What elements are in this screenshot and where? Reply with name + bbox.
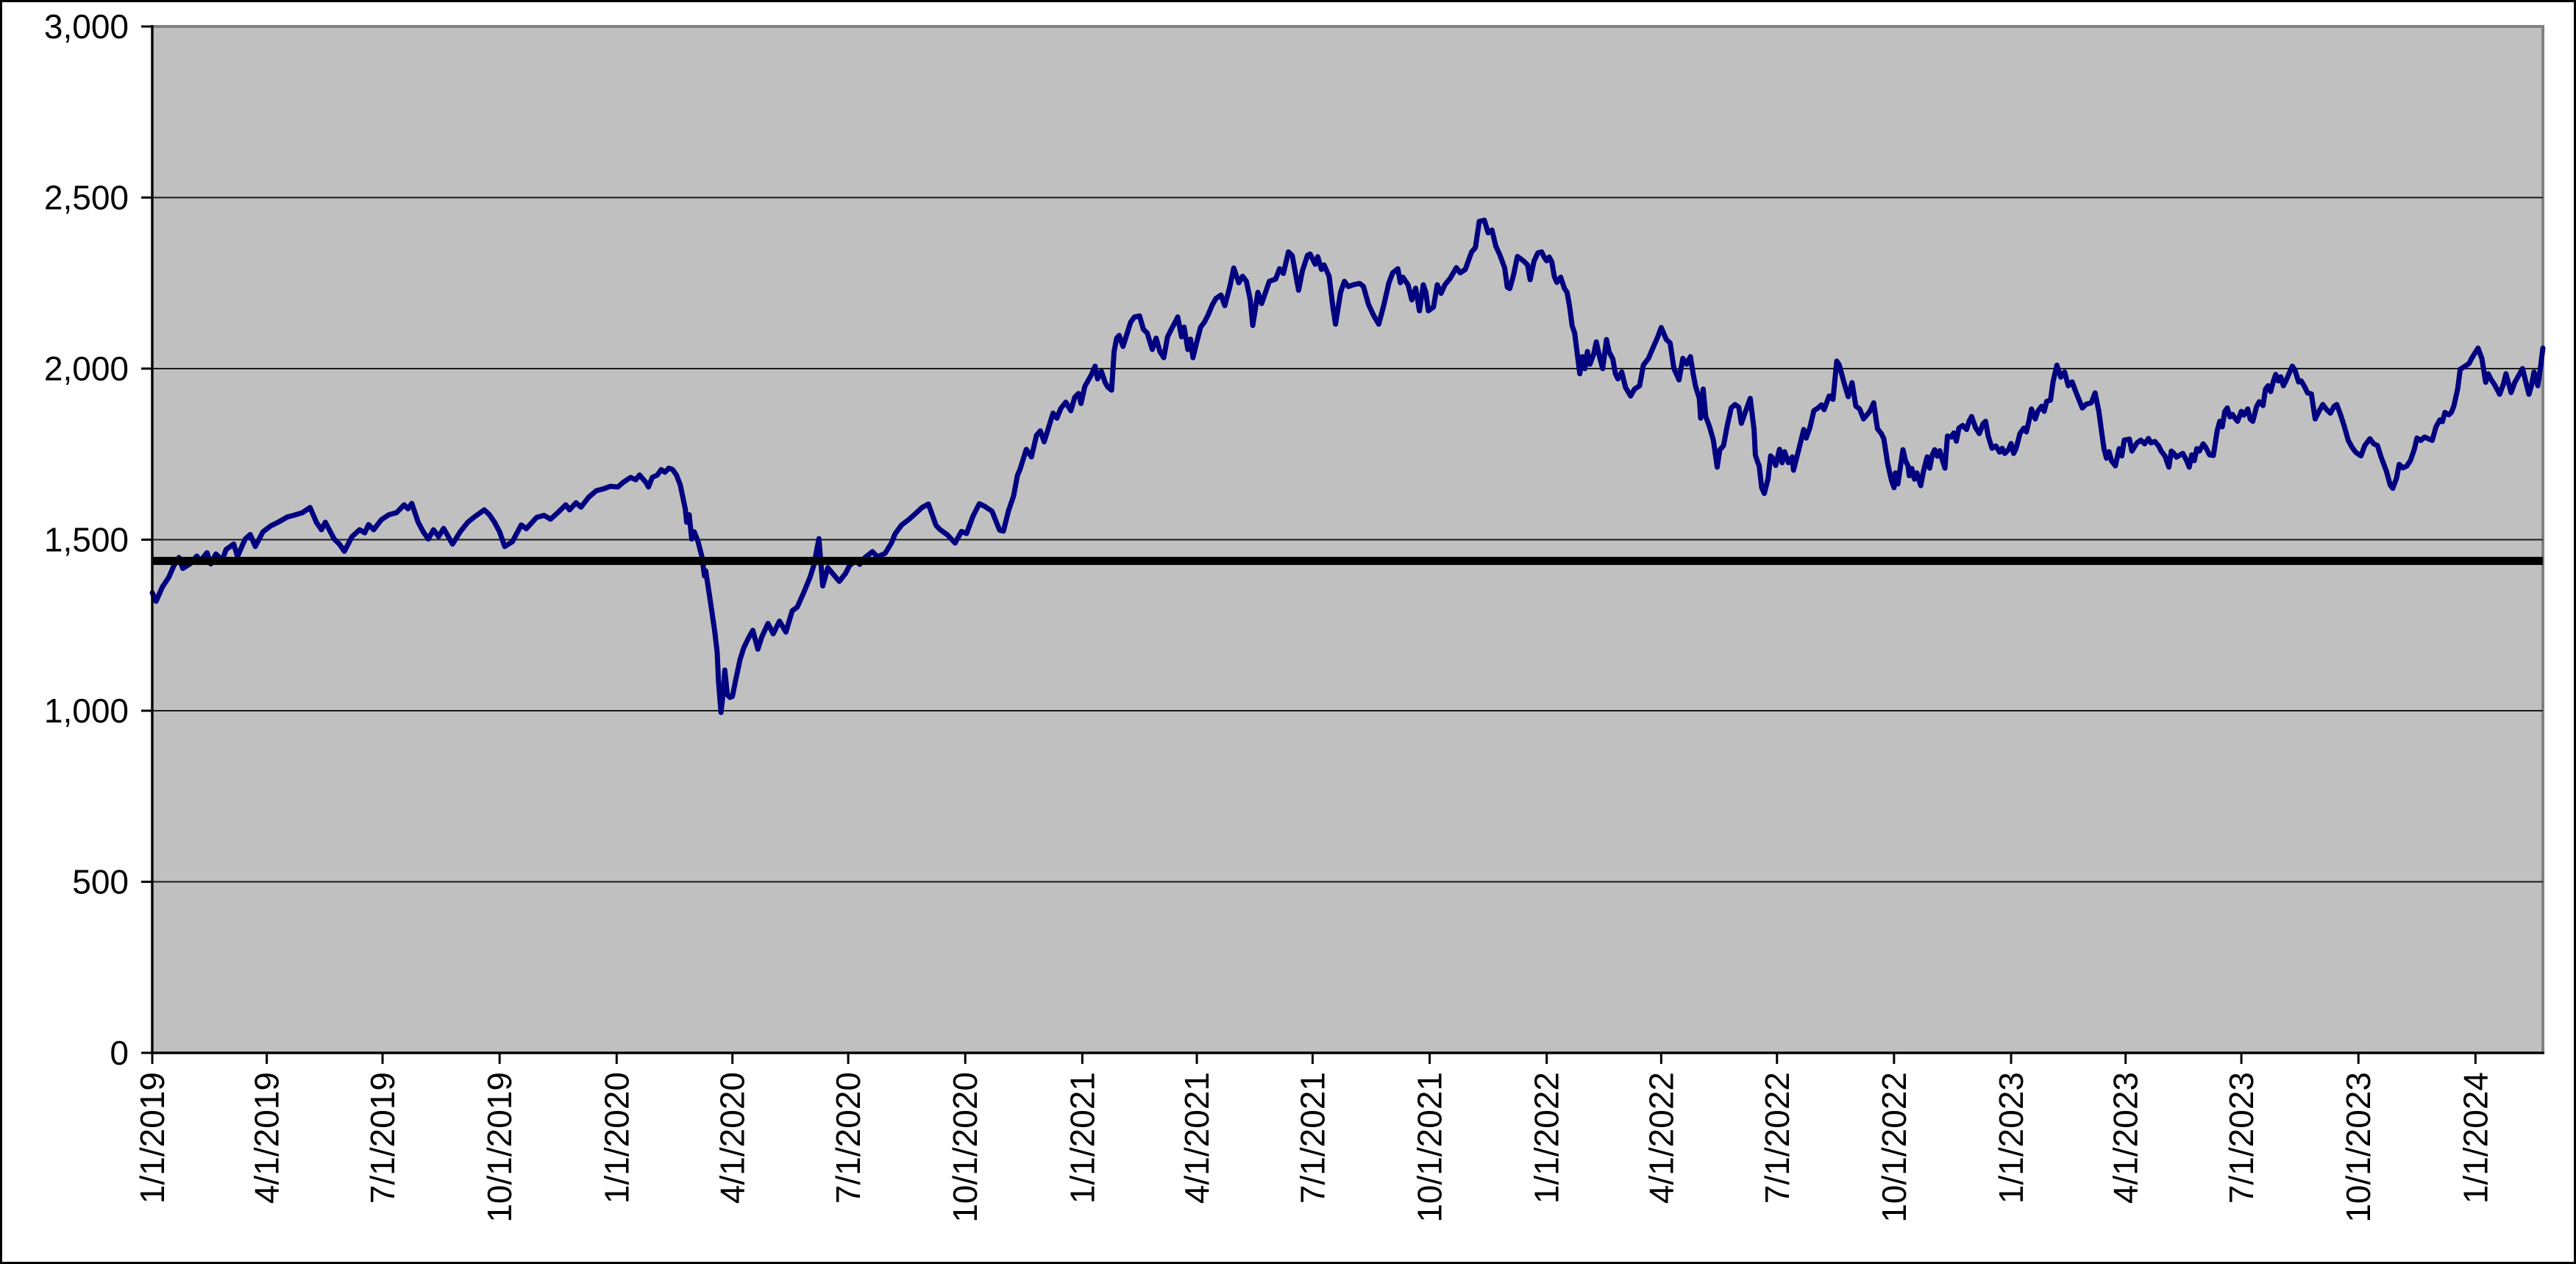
x-axis-label-10/1/2020: 10/1/2020 xyxy=(946,1072,984,1223)
y-axis-label-1,000: 1,000 xyxy=(44,692,129,730)
y-axis-tick-labels: 0 500 1,000 1,500 2,000 2,500 3,000 xyxy=(44,7,129,1072)
x-axis-ticks xyxy=(151,1053,2477,1064)
x-axis-label-10/1/2021: 10/1/2021 xyxy=(1411,1072,1449,1223)
y-gridlines xyxy=(152,196,2543,883)
x-axis-label-4/1/2020: 4/1/2020 xyxy=(714,1072,752,1204)
x-axis-label-4/1/2019: 4/1/2019 xyxy=(248,1072,286,1204)
y-axis-label-1,500: 1,500 xyxy=(44,521,129,559)
y-axis-label-3,000: 3,000 xyxy=(44,7,129,46)
x-axis-label-10/1/2022: 10/1/2022 xyxy=(1875,1072,1913,1223)
x-axis-label-7/1/2020: 7/1/2020 xyxy=(829,1072,867,1204)
x-axis-tick-labels: 1/1/2019 4/1/2019 7/1/2019 10/1/2019 1/1/202… xyxy=(133,1072,2494,1223)
y-axis-label-500: 500 xyxy=(72,863,129,901)
x-axis-label-7/1/2022: 7/1/2022 xyxy=(1758,1072,1796,1204)
x-axis-label-1/1/2019: 1/1/2019 xyxy=(133,1072,171,1204)
x-axis-label-7/1/2019: 7/1/2019 xyxy=(363,1072,402,1204)
x-axis-label-1/1/2023: 1/1/2023 xyxy=(1992,1072,2030,1204)
x-axis-label-10/1/2023: 10/1/2023 xyxy=(2339,1072,2377,1223)
x-axis-label-7/1/2023: 7/1/2023 xyxy=(2222,1072,2260,1204)
y-axis-ticks xyxy=(141,25,152,1054)
x-axis-label-1/1/2022: 1/1/2022 xyxy=(1528,1072,1566,1204)
x-axis-label-4/1/2022: 4/1/2022 xyxy=(1642,1072,1680,1204)
x-axis-label-1/1/2021: 1/1/2021 xyxy=(1063,1072,1101,1204)
index-value-series-line xyxy=(149,217,2546,715)
x-axis-label-10/1/2019: 10/1/2019 xyxy=(480,1072,519,1223)
x-axis-label-1/1/2024: 1/1/2024 xyxy=(2456,1072,2494,1204)
x-axis-label-7/1/2021: 7/1/2021 xyxy=(1293,1072,1331,1204)
x-axis-label-4/1/2021: 4/1/2021 xyxy=(1178,1072,1216,1204)
y-axis-label-0: 0 xyxy=(110,1034,129,1072)
y-axis-label-2,000: 2,000 xyxy=(44,349,129,388)
x-axis-label-4/1/2023: 4/1/2023 xyxy=(2107,1072,2145,1204)
x-axis-label-1/1/2020: 1/1/2020 xyxy=(597,1072,636,1204)
y-axis-label-2,500: 2,500 xyxy=(44,179,129,217)
